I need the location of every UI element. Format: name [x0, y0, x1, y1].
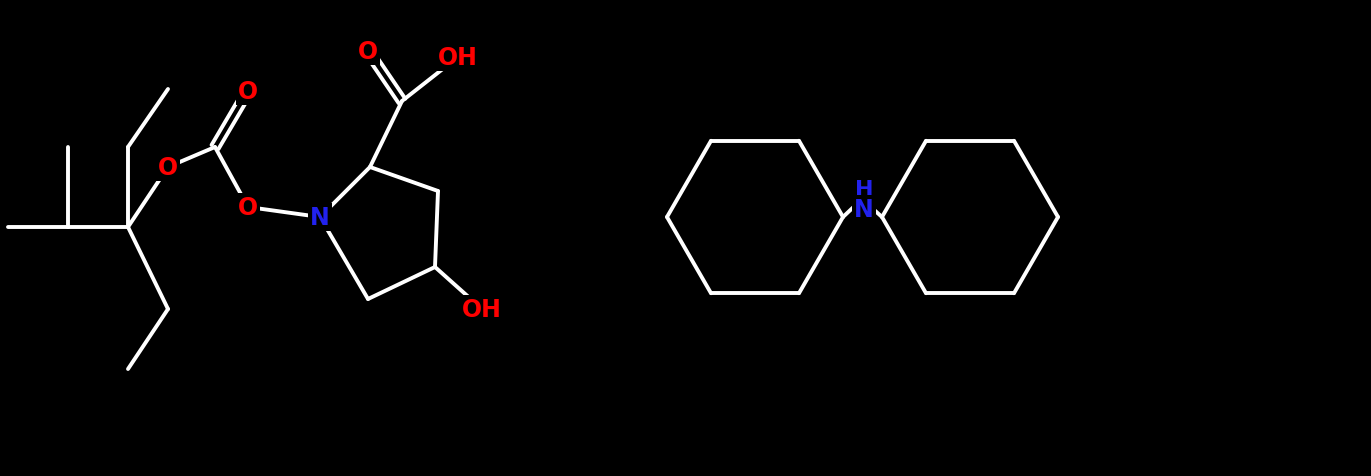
Text: O: O — [239, 196, 258, 219]
Text: O: O — [239, 80, 258, 104]
Text: O: O — [158, 156, 178, 179]
Text: OH: OH — [439, 46, 478, 70]
Text: N: N — [854, 198, 873, 221]
Text: N: N — [310, 206, 330, 229]
Text: O: O — [358, 40, 378, 64]
Text: H: H — [854, 179, 873, 199]
Text: OH: OH — [462, 298, 502, 321]
